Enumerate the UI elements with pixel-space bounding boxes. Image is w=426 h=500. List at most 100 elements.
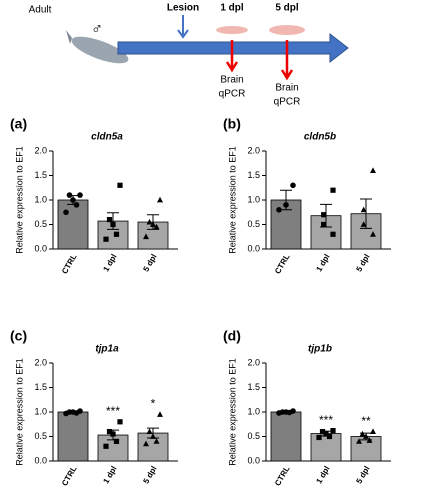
panel-label: (d) [223, 328, 241, 344]
x-tick-label: 1 dpl [314, 465, 331, 486]
data-point [153, 223, 160, 230]
data-point [276, 410, 282, 416]
data-point [286, 409, 293, 416]
data-point [321, 212, 327, 218]
data-point [146, 428, 153, 434]
bar [57, 199, 89, 250]
qpcr-arrow [280, 40, 294, 81]
panel-label: (b) [223, 116, 241, 132]
y-tick-label: 2.0 [34, 145, 47, 155]
data-point [319, 429, 326, 435]
data-point [106, 429, 113, 435]
data-point [110, 431, 116, 437]
significance: ** [361, 414, 371, 428]
panel-label: (a) [10, 116, 27, 132]
larva-icon [269, 25, 305, 35]
y-tick-label: 1.5 [247, 170, 260, 180]
data-point [143, 233, 149, 240]
x-tick-label: CTRL [60, 464, 79, 487]
significance: *** [106, 404, 120, 418]
data-point [63, 209, 69, 216]
y-tick-label: 0.0 [34, 243, 47, 253]
y-tick-label: 0.5 [34, 431, 47, 441]
data-point [153, 438, 160, 444]
data-point [363, 433, 369, 439]
lesion-label: Lesion [167, 3, 199, 14]
y-tick-label: 0.0 [34, 455, 47, 465]
significance: *** [319, 413, 333, 427]
chart-title: cldn5b [304, 132, 336, 143]
y-tick-label: 0.0 [247, 243, 260, 253]
data-point [117, 182, 123, 188]
data-point [321, 221, 327, 228]
y-tick-label: 1.5 [34, 170, 47, 180]
adult-label: Adult [29, 5, 52, 16]
chart-title: cldn5a [91, 132, 123, 143]
y-tick-label: 1.5 [34, 382, 47, 392]
data-point [113, 438, 120, 444]
data-point [157, 411, 163, 417]
y-tick-label: 0.5 [34, 219, 47, 229]
data-point [150, 433, 156, 439]
y-tick-label: 1.0 [247, 194, 260, 204]
data-point [290, 182, 296, 189]
y-axis-label: Relative expression to EF1 [14, 358, 24, 466]
y-tick-label: 1.5 [247, 382, 260, 392]
data-point [359, 430, 366, 437]
data-point [356, 438, 362, 444]
bar [57, 411, 89, 462]
y-axis-label: Relative expression to EF1 [227, 146, 237, 254]
data-point [106, 217, 113, 223]
x-tick-label: CTRL [273, 464, 292, 487]
data-point [113, 231, 120, 237]
data-point [63, 410, 69, 417]
data-point [150, 221, 156, 227]
male-symbol: ♂ [91, 21, 103, 38]
data-point [360, 206, 367, 213]
data-point [73, 410, 80, 416]
bar [310, 433, 342, 462]
data-point [103, 236, 109, 242]
x-tick-label: 5 dpl [354, 465, 371, 486]
data-point [143, 440, 149, 447]
x-tick-label: CTRL [273, 252, 292, 275]
y-tick-label: 1.0 [34, 194, 47, 204]
y-axis-label: Relative expression to EF1 [14, 146, 24, 254]
error-bar [360, 198, 372, 229]
y-tick-label: 0.5 [247, 219, 260, 229]
y-tick-label: 2.0 [34, 357, 47, 367]
data-point [326, 433, 333, 440]
y-tick-label: 0.0 [247, 455, 260, 465]
chart-title: tjp1a [95, 344, 119, 355]
x-tick-label: CTRL [60, 252, 79, 275]
fish-tail [66, 30, 72, 44]
timepoint-label: 1 dpl [220, 3, 244, 14]
assay-label: qPCR [274, 97, 301, 108]
data-point [316, 434, 322, 441]
data-point [70, 197, 76, 203]
x-tick-label: 5 dpl [141, 253, 158, 274]
bar [350, 436, 382, 462]
x-tick-label: 5 dpl [141, 465, 158, 486]
y-axis-label: Relative expression to EF1 [227, 358, 237, 466]
fish-icon [71, 36, 129, 64]
data-point [276, 207, 282, 213]
qpcr-arrow [225, 40, 239, 73]
y-tick-label: 0.5 [247, 431, 260, 441]
data-point [360, 221, 367, 227]
x-tick-label: 1 dpl [314, 253, 331, 274]
data-point [73, 202, 80, 208]
y-tick-label: 2.0 [247, 357, 260, 367]
data-point [77, 192, 83, 198]
x-tick-label: 1 dpl [101, 465, 118, 486]
data-point [103, 443, 109, 449]
data-point [370, 167, 376, 173]
y-tick-label: 1.0 [247, 406, 260, 416]
data-point [330, 231, 336, 237]
larva-icon [216, 26, 248, 34]
significance: * [151, 397, 156, 411]
assay-label: Brain [220, 75, 243, 86]
data-point [117, 419, 123, 425]
chart-title: tjp1b [308, 344, 332, 355]
